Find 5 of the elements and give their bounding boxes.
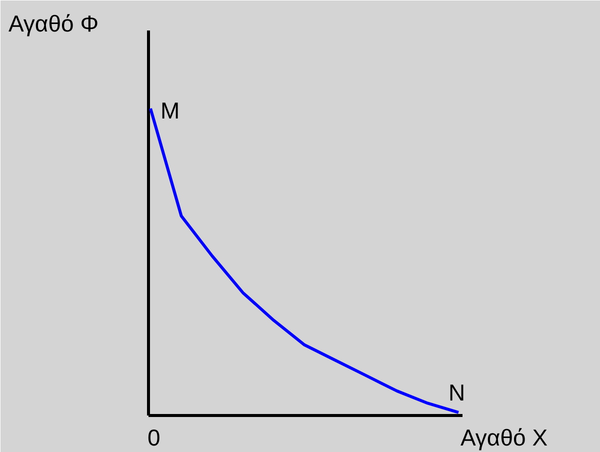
annotation: M: [160, 98, 180, 124]
x-axis-title: Αγαθό Χ: [460, 424, 548, 450]
text: 0: [148, 424, 160, 450]
annotation: N: [448, 379, 466, 406]
y-axis-title: Αγαθό Φ: [8, 10, 99, 36]
